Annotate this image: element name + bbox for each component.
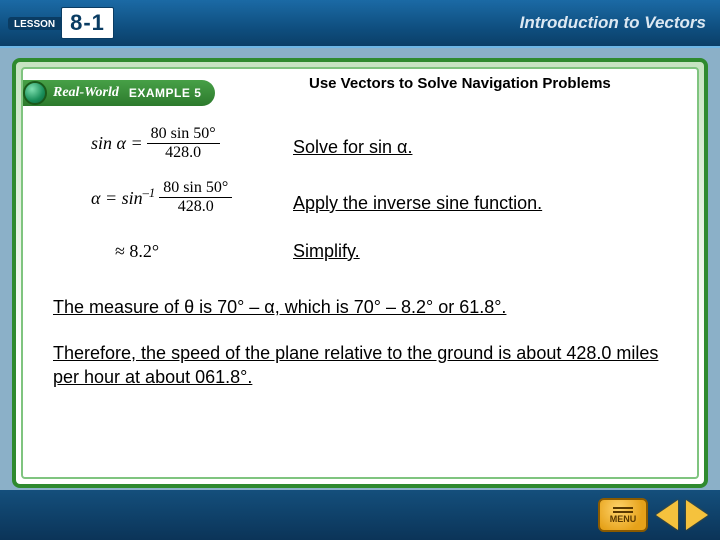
equation-row-2: α = sin–1 80 sin 50° 428.0	[91, 179, 236, 215]
page-title: Introduction to Vectors	[520, 13, 706, 33]
prev-button[interactable]	[656, 500, 678, 530]
eq2-lhs: α = sin–1	[91, 186, 155, 209]
eq2-inverse-exponent: –1	[143, 186, 156, 200]
step-label-1: Solve for sin α.	[293, 137, 412, 158]
content-frame: Real-World EXAMPLE 5 Use Vectors to Solv…	[12, 58, 708, 488]
step-label-2: Apply the inverse sine function.	[293, 193, 542, 214]
eq2-denominator: 428.0	[174, 198, 218, 216]
eq1-fraction: 80 sin 50° 428.0	[147, 125, 220, 161]
next-button[interactable]	[686, 500, 708, 530]
menu-icon	[613, 507, 633, 509]
bottom-nav: MENU	[0, 490, 720, 540]
menu-label: MENU	[610, 514, 637, 524]
menu-icon	[613, 511, 633, 513]
conclusion-line-1: The measure of θ is 70° – α, which is 70…	[53, 295, 667, 319]
realworld-label: Real-World	[53, 85, 119, 101]
lesson-label: LESSON	[8, 17, 61, 30]
example-number: EXAMPLE 5	[129, 86, 202, 100]
eq1-denominator: 428.0	[161, 144, 205, 162]
equation-row-1: sin α = 80 sin 50° 428.0	[91, 125, 224, 161]
equation-row-3: ≈ 8.2°	[91, 241, 159, 262]
eq2-lhs-a: α = sin	[91, 188, 143, 208]
globe-icon	[23, 81, 47, 105]
lesson-badge: LESSON 8-1	[8, 7, 114, 39]
top-bar: LESSON 8-1 Introduction to Vectors	[0, 0, 720, 48]
conclusion-line-2: Therefore, the speed of the plane relati…	[53, 341, 667, 390]
example-title: Use Vectors to Solve Navigation Problems	[309, 75, 677, 93]
content-panel: Real-World EXAMPLE 5 Use Vectors to Solv…	[21, 67, 699, 479]
eq3-result: ≈ 8.2°	[115, 241, 159, 262]
eq1-lhs: sin α =	[91, 133, 143, 154]
menu-button[interactable]: MENU	[598, 498, 648, 532]
eq2-numerator: 80 sin 50°	[159, 179, 232, 197]
example-pill: Real-World EXAMPLE 5	[21, 80, 215, 106]
eq1-numerator: 80 sin 50°	[147, 125, 220, 143]
lesson-number: 8-1	[61, 7, 114, 39]
content-outer: Real-World EXAMPLE 5 Use Vectors to Solv…	[0, 48, 720, 540]
example-header: Real-World EXAMPLE 5	[21, 79, 215, 107]
step-label-3: Simplify.	[293, 241, 360, 262]
eq2-fraction: 80 sin 50° 428.0	[159, 179, 232, 215]
